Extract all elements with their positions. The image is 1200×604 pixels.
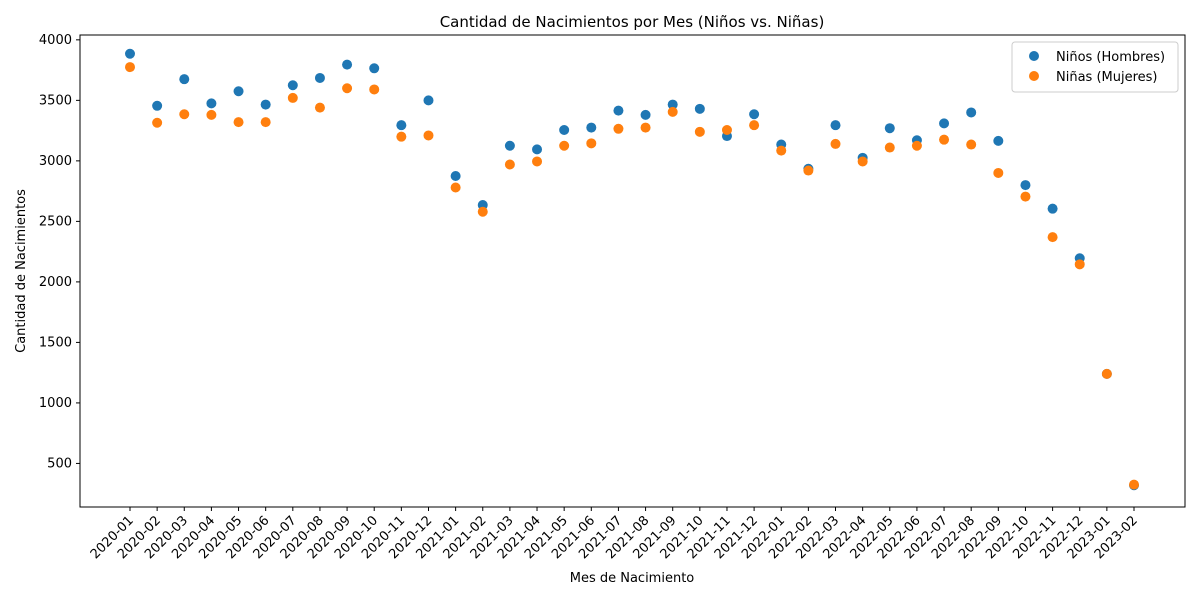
- data-point: [830, 120, 841, 131]
- data-point: [1047, 232, 1058, 243]
- data-point: [559, 125, 570, 136]
- plot-area-frame: [79, 34, 1186, 508]
- y-tick-label: 500: [47, 456, 72, 471]
- data-point: [260, 99, 271, 110]
- data-point: [314, 72, 325, 83]
- data-point: [613, 123, 624, 134]
- data-point: [993, 135, 1004, 146]
- data-point: [667, 99, 678, 110]
- y-tick-label: 2500: [39, 214, 72, 229]
- legend-label-ninos: Niños (Hombres): [1056, 50, 1165, 65]
- data-point: [694, 103, 705, 114]
- data-point: [911, 140, 922, 151]
- data-point: [939, 134, 950, 145]
- data-point: [803, 165, 814, 176]
- chart-title: Cantidad de Nacimientos por Mes (Niños v…: [440, 13, 825, 31]
- data-point: [314, 102, 325, 113]
- data-point: [396, 120, 407, 131]
- data-point: [1047, 203, 1058, 214]
- data-point: [532, 144, 543, 155]
- data-point: [1020, 180, 1031, 191]
- data-point: [721, 125, 732, 136]
- data-point: [640, 122, 651, 133]
- data-point: [423, 95, 434, 106]
- data-point: [450, 170, 461, 181]
- data-point: [857, 156, 868, 167]
- data-point: [179, 109, 190, 120]
- data-point: [667, 106, 678, 117]
- data-point: [260, 117, 271, 128]
- data-point: [830, 138, 841, 149]
- data-point: [749, 120, 760, 131]
- data-point: [179, 74, 190, 85]
- data-point: [586, 138, 597, 149]
- y-tick-label: 4000: [39, 33, 72, 48]
- series-0: [125, 48, 1139, 491]
- data-point: [342, 83, 353, 94]
- legend: Niños (Hombres) Niñas (Mujeres): [1011, 41, 1179, 93]
- data-point: [233, 86, 244, 97]
- y-axis: 500 1000 1500 2000 2500 3000 3500 4000: [39, 33, 80, 471]
- y-axis-label: Cantidad de Nacimientos: [14, 189, 29, 353]
- data-point: [152, 117, 163, 128]
- legend-frame: [1011, 41, 1179, 93]
- data-point: [640, 109, 651, 120]
- data-point: [504, 159, 515, 170]
- data-point: [749, 109, 760, 120]
- y-tick-label: 2000: [39, 275, 72, 290]
- data-point: [1074, 259, 1085, 270]
- data-point: [396, 131, 407, 142]
- data-point: [613, 105, 624, 116]
- data-point: [125, 48, 135, 59]
- x-axis-label: Mes de Nacimiento: [570, 571, 695, 586]
- data-point: [342, 59, 353, 70]
- legend-label-ninas: Niñas (Mujeres): [1056, 70, 1158, 85]
- y-tick-label: 1500: [39, 335, 72, 350]
- y-tick-label: 3000: [39, 154, 72, 169]
- data-point: [586, 122, 597, 133]
- x-axis: 2020-012020-022020-032020-042020-052020-…: [88, 507, 1141, 562]
- data-point: [287, 92, 298, 103]
- data-point: [1129, 479, 1139, 490]
- data-point: [369, 84, 380, 95]
- data-point: [152, 100, 163, 111]
- data-point: [233, 117, 244, 128]
- legend-marker-ninos: [1029, 51, 1039, 61]
- data-point: [450, 182, 461, 193]
- data-point: [993, 167, 1004, 178]
- y-tick-label: 1000: [39, 396, 72, 411]
- data-point: [939, 118, 950, 129]
- data-point: [206, 109, 217, 120]
- data-point: [369, 63, 380, 74]
- data-point: [125, 62, 135, 73]
- data-point: [694, 126, 705, 137]
- data-point: [287, 80, 298, 91]
- data-point: [504, 140, 515, 151]
- data-point: [423, 130, 434, 141]
- data-point: [776, 145, 787, 156]
- data-point: [1020, 191, 1031, 202]
- y-tick-label: 3500: [39, 93, 72, 108]
- data-point: [884, 142, 895, 153]
- data-point: [477, 206, 488, 217]
- series-1: [125, 62, 1139, 490]
- data-point: [1101, 368, 1112, 379]
- data-point: [532, 156, 543, 167]
- data-point: [966, 139, 977, 150]
- legend-marker-ninas: [1029, 71, 1039, 81]
- data-points: [125, 48, 1139, 491]
- data-point: [884, 123, 895, 134]
- data-point: [559, 140, 570, 151]
- data-point: [966, 107, 977, 118]
- data-point: [206, 98, 217, 109]
